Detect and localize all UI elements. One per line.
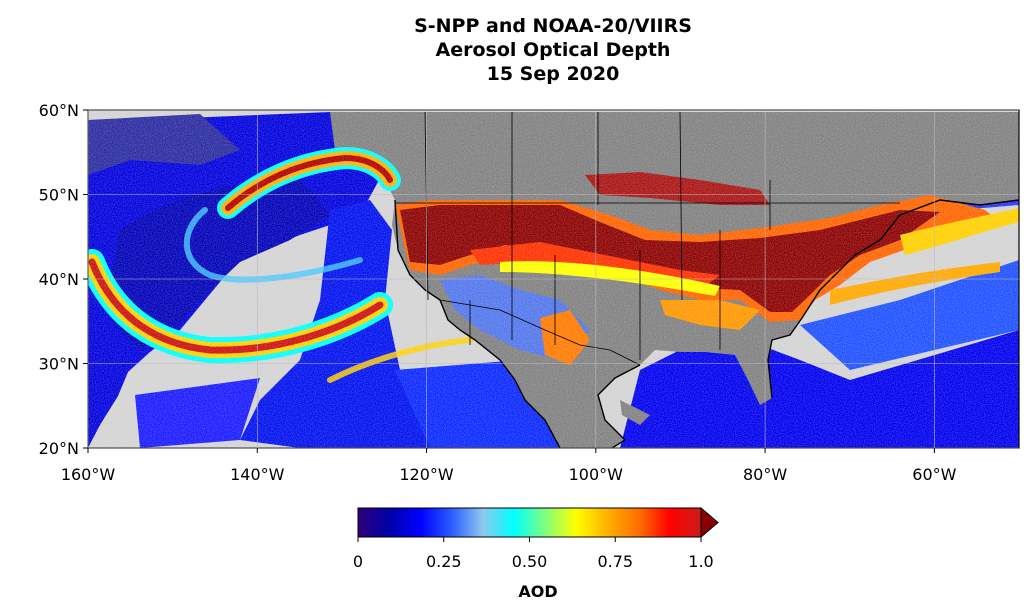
lat-tick-label: 20°N (39, 439, 79, 458)
lon-tick-label: 80°W (743, 465, 787, 484)
lat-tick-label: 30°N (39, 355, 79, 374)
longitude-axis: 160°W 140°W 120°W 100°W 80°W 60°W (61, 448, 957, 484)
title-line-2: Aerosol Optical Depth (435, 39, 671, 61)
lat-tick-label: 40°N (39, 270, 79, 289)
map-title: S-NPP and NOAA-20/VIIRS Aerosol Optical … (0, 14, 1033, 86)
title-line-3: 15 Sep 2020 (486, 63, 620, 85)
lat-tick-label: 60°N (39, 101, 79, 120)
gridlines (87, 109, 1019, 449)
lon-tick-label: 160°W (61, 465, 116, 484)
lon-tick-label: 60°W (912, 465, 956, 484)
lon-tick-label: 120°W (399, 465, 454, 484)
lon-tick-label: 140°W (230, 465, 285, 484)
colorbar-gradient (357, 507, 702, 538)
latitude-axis: 60°N 50°N 40°N 30°N 20°N (39, 101, 88, 458)
lon-tick-label: 100°W (569, 465, 624, 484)
colorbar-tick-label: 0.25 (426, 552, 462, 571)
colorbar-ticks: 0 0.25 0.50 0.75 1.0 (353, 537, 714, 571)
colorbar-extend-triangle (700, 506, 719, 539)
colorbar-tick-label: 1.0 (688, 552, 713, 571)
colorbar: 0 0.25 0.50 0.75 1.0 AOD (353, 506, 719, 601)
colorbar-tick-label: 0 (353, 552, 363, 571)
colorbar-tick-label: 0.50 (512, 552, 548, 571)
title-line-1: S-NPP and NOAA-20/VIIRS (414, 15, 692, 37)
lat-tick-label: 50°N (39, 186, 79, 205)
colorbar-label: AOD (518, 582, 557, 601)
colorbar-tick-label: 0.75 (597, 552, 633, 571)
